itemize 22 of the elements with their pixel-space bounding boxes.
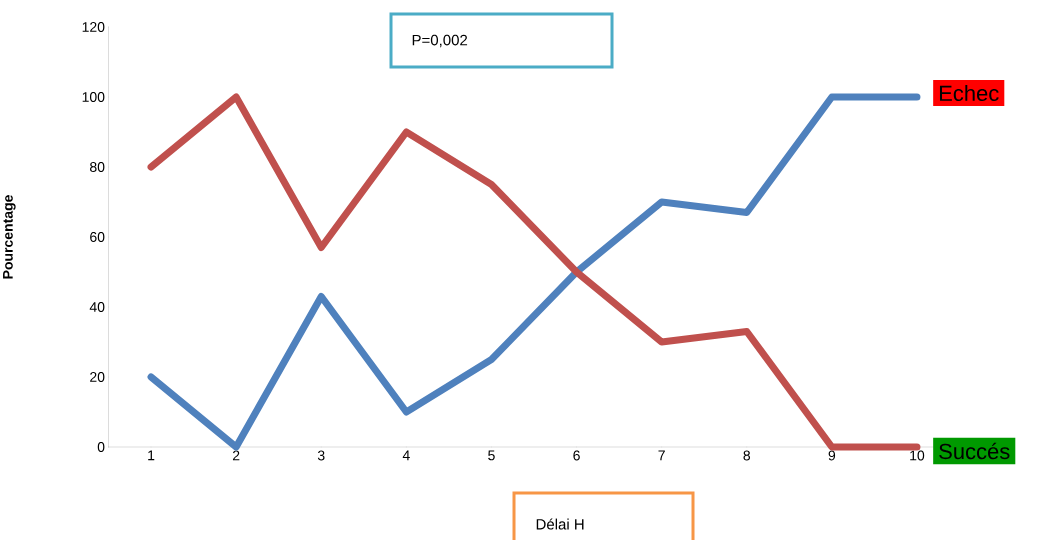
x-tick-label: 2 bbox=[232, 450, 240, 461]
annotation: P=0,002 bbox=[412, 34, 468, 48]
x-tick-label: 4 bbox=[402, 450, 410, 461]
y-tick-label: 60 bbox=[90, 232, 105, 242]
x-tick-label: 3 bbox=[317, 450, 325, 461]
y-tick-label: 20 bbox=[90, 372, 105, 382]
x-tick-label: 10 bbox=[910, 450, 925, 461]
y-tick-label: 40 bbox=[89, 302, 105, 312]
x-tick-label: 6 bbox=[573, 450, 580, 461]
annotation: Succés bbox=[939, 442, 1010, 460]
annotation: Echec bbox=[939, 84, 999, 102]
y-tick-label: 120 bbox=[82, 22, 105, 32]
y-tick-label: 80 bbox=[90, 162, 105, 172]
x-tick-label: 8 bbox=[743, 450, 751, 461]
x-tick-label: 7 bbox=[658, 450, 665, 461]
y-tick-label: 100 bbox=[82, 92, 105, 102]
x-tick-label: 9 bbox=[828, 450, 836, 461]
x-axis-title: Délai H bbox=[536, 518, 584, 530]
x-tick-label: 5 bbox=[488, 450, 495, 461]
x-tick-label: 1 bbox=[148, 450, 155, 461]
y-tick-label: 0 bbox=[97, 442, 105, 452]
y-axis-title: Pourcentage bbox=[3, 195, 16, 279]
